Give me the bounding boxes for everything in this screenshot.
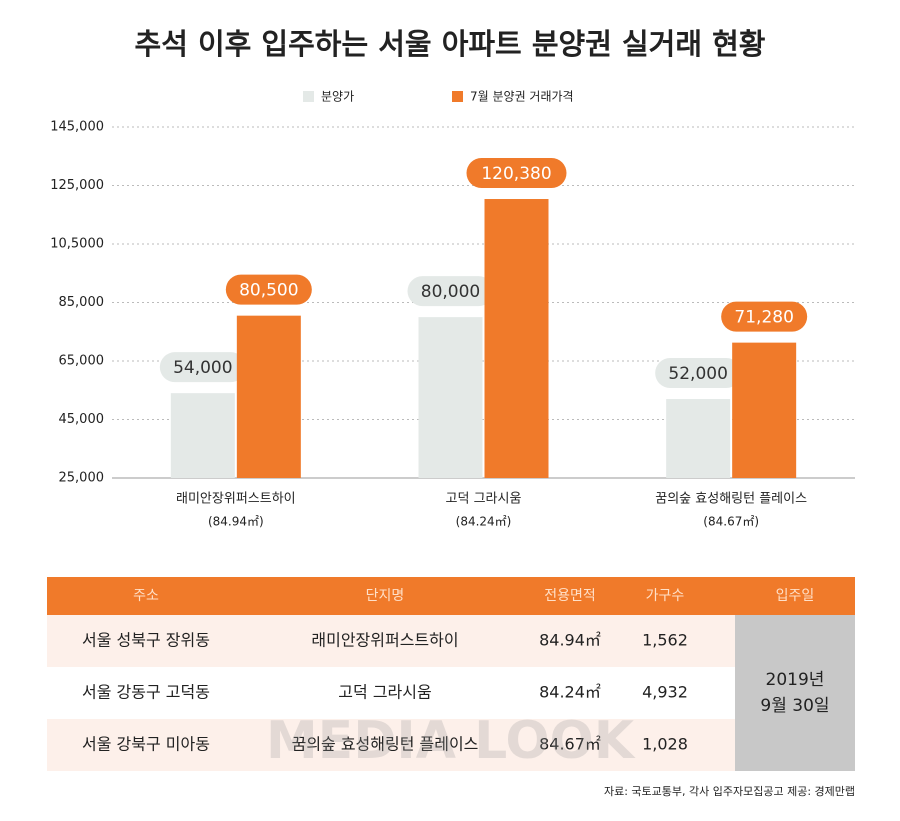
table-header: 전용면적 [544,588,596,604]
value-label: 71,280 [734,308,793,328]
table-cell: 서울 강동구 고덕동 [82,683,210,702]
move-in-date: 9월 30일 [760,696,829,716]
legend-label: 7월 분양권 거래가격 [470,90,574,104]
bar [418,317,483,478]
table-row-bg [47,667,735,719]
value-pill [225,274,312,305]
move-in-cell [735,615,855,771]
move-in-date: 2019년 [766,670,825,690]
table-cell: 서울 강북구 미아동 [82,735,210,754]
bar [484,199,549,479]
table-cell: 고덕 그라시움 [338,683,431,702]
value-pill [721,301,808,332]
table-cell: 84.24㎡ [539,683,601,702]
value-pill [159,352,246,383]
bar [666,399,731,478]
y-tick-label: 45,000 [59,412,105,427]
value-label: 120,380 [481,164,551,184]
y-tick-label: 25,000 [59,471,105,486]
x-tick-label: 래미안장위퍼스트하이 [176,492,296,507]
x-tick-label: 꿈의숲 효성해링턴 플레이스 [655,492,807,507]
value-label: 80,500 [239,281,298,301]
bar [170,393,235,478]
y-tick-label: 125,000 [50,178,104,193]
legend-swatch [452,91,463,102]
source: 자료: 국토교통부, 각사 입주자모집공고 제공: 경제만랩 [604,785,855,798]
table-header: 주소 [133,588,159,604]
table-header: 입주일 [776,588,815,604]
table-cell: 꿈의숲 효성해링턴 플레이스 [292,735,479,754]
value-label: 80,000 [421,282,480,302]
x-tick-sublabel: (84.67㎡) [703,515,759,529]
table-cell: 84.67㎡ [539,735,601,754]
table-header: 가구수 [646,588,685,604]
legend-label: 분양가 [321,90,354,104]
chart-title: 추석 이후 입주하는 서울 아파트 분양권 실거래 현황 [135,27,766,61]
y-tick-label: 65,000 [59,354,105,369]
value-label: 54,000 [173,358,232,378]
bar [732,342,797,478]
x-tick-sublabel: (84.94㎡) [208,515,264,529]
legend-swatch [303,91,314,102]
value-pill [466,158,567,189]
y-tick-label: 145,000 [50,120,104,135]
table-row-bg [47,719,735,771]
y-tick-label: 85,000 [59,295,105,310]
x-tick-sublabel: (84.24㎡) [456,515,512,529]
table-header-bg [47,577,855,615]
watermark: MEDIA LOOK [266,711,636,771]
table-row-bg [47,615,735,667]
value-pill [655,358,742,389]
x-tick-label: 고덕 그라시움 [446,492,522,507]
y-tick-label: 10,5000 [50,237,104,252]
value-label: 52,000 [668,364,727,384]
table-cell: 래미안장위퍼스트하이 [311,631,458,650]
table-cell: 1,028 [642,735,688,754]
table-cell: 84.94㎡ [539,631,601,650]
table-cell: 서울 성북구 장위동 [82,631,210,650]
table-cell: 1,562 [642,631,688,650]
bar [236,315,301,478]
value-pill [407,276,494,307]
table-cell: 4,932 [642,683,688,702]
table-header: 단지명 [366,588,405,604]
